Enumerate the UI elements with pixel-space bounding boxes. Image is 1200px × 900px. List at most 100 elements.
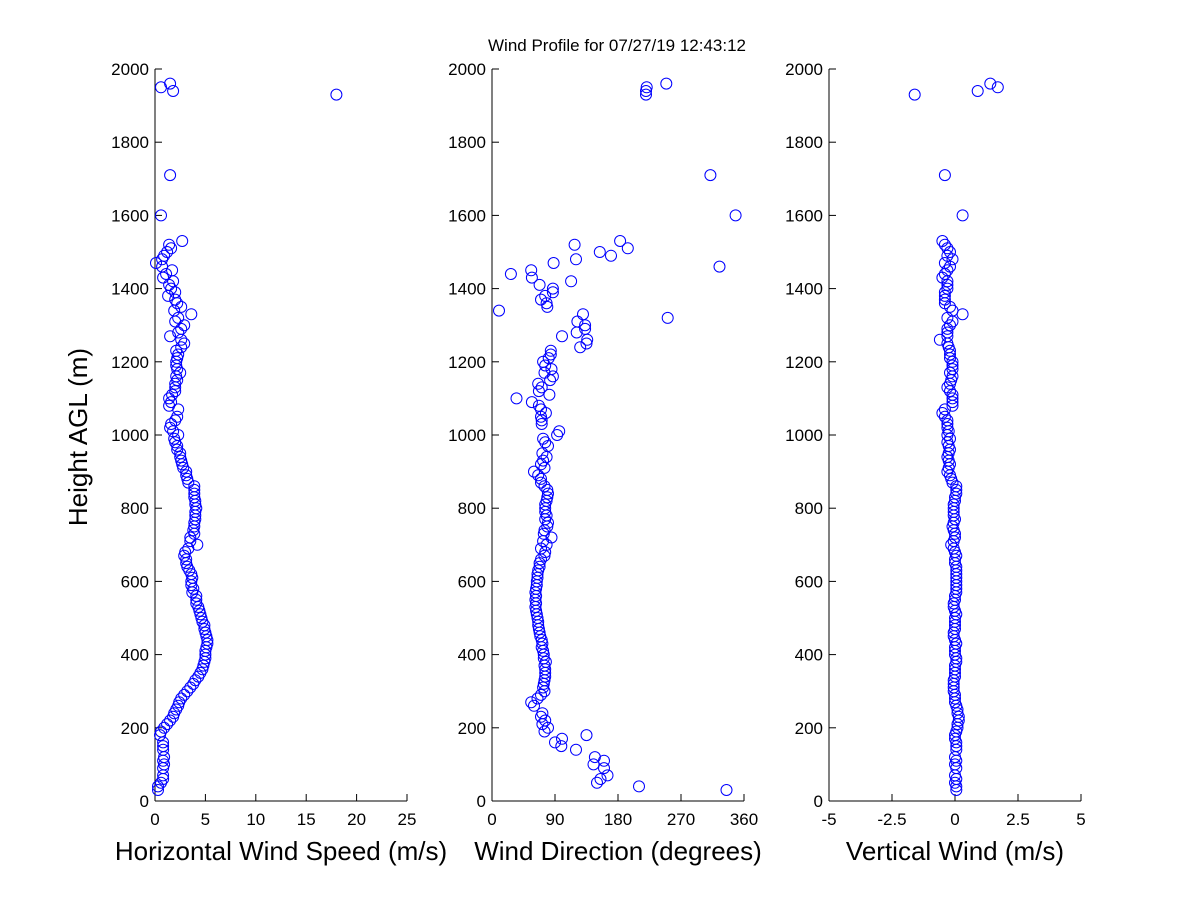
data-point [544, 348, 557, 361]
data-point [545, 531, 558, 544]
data-point [172, 311, 185, 324]
data-point [175, 692, 188, 705]
data-point [532, 399, 545, 412]
data-point [532, 377, 545, 390]
y-tick-label: 1600 [448, 206, 486, 225]
data-point [542, 516, 554, 529]
data-point [553, 425, 566, 438]
x-tick-label: 5 [1076, 810, 1085, 829]
data-point [945, 538, 958, 551]
data-point [184, 535, 197, 548]
data-point [579, 322, 592, 335]
data-point [163, 238, 176, 251]
data-point [191, 538, 204, 551]
x-tick-label: 0 [950, 810, 959, 829]
data-point [535, 476, 547, 489]
data-point [950, 483, 963, 496]
data-point [160, 268, 173, 280]
data-point [174, 366, 187, 379]
subplot-3: 0 200 400 600 800 1000 1200 1400 1600 1800 2000 -5 -… [785, 60, 1086, 866]
data-point [640, 88, 652, 101]
data-point [536, 707, 549, 720]
data-points [493, 77, 742, 796]
data-point [535, 293, 547, 306]
y-tick-label: 200 [795, 719, 823, 738]
data-point [175, 300, 188, 313]
data-point [946, 363, 959, 376]
data-point [174, 451, 187, 463]
data-point [161, 246, 174, 258]
figure-title: Wind Profile for 07/27/19 12:43:12 [488, 36, 746, 55]
data-point [547, 257, 560, 269]
data-point [933, 333, 946, 346]
data-point [171, 443, 184, 456]
data-point [179, 546, 192, 559]
data-point [150, 257, 162, 269]
data-point [660, 77, 673, 90]
data-point [577, 308, 589, 321]
data-point [984, 77, 997, 90]
data-point [185, 308, 198, 321]
data-point [946, 359, 959, 372]
data-point [555, 740, 568, 753]
data-point [181, 685, 194, 698]
data-point [535, 472, 547, 485]
data-point [580, 729, 593, 742]
data-point [535, 381, 548, 394]
data-point [938, 293, 951, 306]
x-tick-label: 0 [150, 810, 159, 829]
data-point [164, 169, 177, 182]
data-point [574, 341, 587, 354]
data-point [570, 743, 582, 756]
data-point [908, 88, 921, 101]
data-point [164, 330, 177, 343]
data-point [168, 432, 181, 445]
x-tick-label: 90 [546, 810, 565, 829]
data-point [633, 780, 645, 793]
data-point [178, 688, 191, 701]
data-point [175, 341, 188, 354]
data-point [525, 696, 538, 709]
data-point [713, 260, 726, 273]
data-point [944, 319, 956, 332]
x-axis-title: Horizontal Wind Speed (m/s) [115, 836, 447, 866]
data-point [605, 249, 617, 262]
x-tick-label: 360 [730, 810, 758, 829]
data-point [946, 392, 959, 405]
data-point [542, 487, 554, 500]
data-point [614, 235, 627, 247]
data-point [640, 85, 652, 97]
data-point [504, 268, 517, 280]
subplot-1: 0 200 400 600 800 1000 1200 1400 1600 1800 2000 0 5 1… [111, 60, 447, 866]
y-tick-label: 1800 [111, 133, 149, 152]
y-tick-label: 0 [814, 792, 823, 811]
y-tick-label: 800 [121, 499, 149, 518]
subplot-2: 0 200 400 600 800 1000 1200 1400 1600 1800 2000 0 90… [448, 60, 762, 866]
data-point [164, 714, 177, 727]
y-tick-label: 1200 [111, 353, 149, 372]
y-tick-label: 0 [477, 792, 486, 811]
data-point [157, 743, 170, 756]
data-point [190, 597, 203, 610]
data-point [538, 480, 551, 493]
data-point [532, 385, 545, 398]
y-tick-label: 800 [458, 499, 486, 518]
data-point [640, 81, 653, 94]
data-point [525, 264, 538, 277]
data-point [535, 688, 547, 701]
data-point [938, 286, 951, 299]
data-point [941, 421, 954, 434]
y-tick-label: 1800 [785, 133, 823, 152]
data-point [720, 784, 733, 796]
data-point [533, 278, 546, 291]
data-point [956, 209, 969, 222]
y-tick-label: 2000 [111, 60, 149, 79]
data-point [941, 330, 954, 343]
data-point [949, 732, 961, 745]
y-tick-label: 800 [795, 499, 823, 518]
data-point [525, 271, 538, 284]
data-point [188, 483, 201, 496]
y-tick-label: 1200 [448, 353, 486, 372]
data-point [936, 407, 949, 419]
